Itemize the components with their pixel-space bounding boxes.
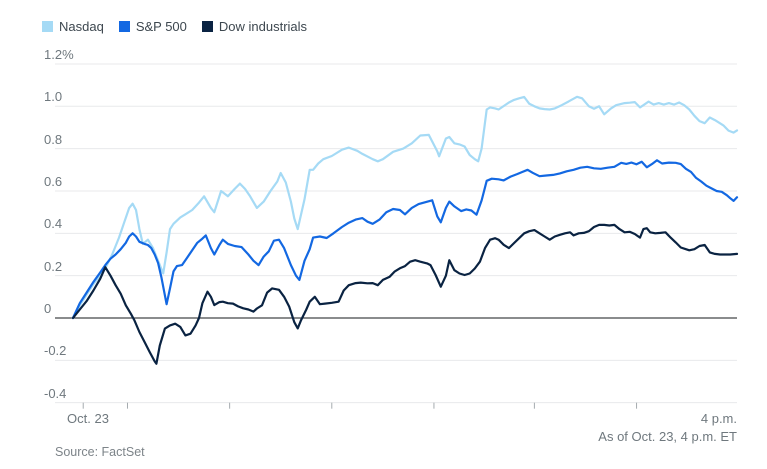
- legend-item-sp500: S&P 500: [118, 19, 187, 34]
- as-of-note: As of Oct. 23, 4 p.m. ET: [598, 429, 737, 444]
- legend-label-sp500: S&P 500: [135, 19, 187, 34]
- sp500-swatch-icon: [118, 21, 130, 32]
- x-axis-end-label: 4 p.m.: [700, 411, 737, 426]
- series-line-nasdaq: [71, 95, 739, 320]
- legend-item-nasdaq: Nasdaq: [42, 20, 104, 33]
- y-tick-label: 0.4: [44, 216, 63, 232]
- y-tick-label: -0.4: [44, 385, 67, 401]
- nasdaq-swatch-icon: [42, 21, 53, 32]
- y-tick-label: 1.2%: [44, 46, 74, 62]
- y-tick-label: 0.6: [44, 173, 63, 189]
- legend-label-nasdaq: Nasdaq: [59, 19, 104, 34]
- source-note: Source: FactSet: [55, 445, 145, 459]
- y-tick-label: 0.2: [44, 258, 63, 274]
- dow-swatch-icon: [201, 21, 213, 32]
- y-tick-label: 0.8: [44, 131, 63, 147]
- x-axis-start-label: Oct. 23: [67, 411, 109, 426]
- y-tick-label: 1.0: [44, 89, 63, 105]
- legend-item-dow: Dow industrials: [201, 19, 308, 34]
- y-tick-label: -0.2: [44, 343, 67, 359]
- legend-label-dow: Dow industrials: [218, 19, 308, 34]
- y-tick-label: 0: [44, 301, 52, 316]
- series-line-s-p-500: [71, 159, 739, 320]
- series-line-dow-industrials: [71, 223, 739, 365]
- legend: Nasdaq S&P 500 Dow industrials: [42, 20, 307, 33]
